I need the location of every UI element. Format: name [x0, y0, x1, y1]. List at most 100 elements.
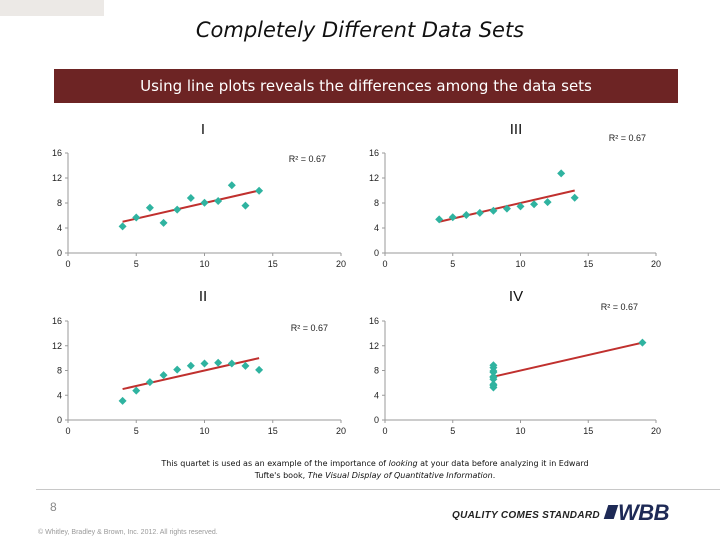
caption: This quartet is used as an example of th…: [140, 458, 610, 482]
chart-2-x-tick-label: 15: [583, 259, 593, 269]
chart-1-x-tick-label: 5: [134, 259, 139, 269]
chart-3-y-tick-label: 4: [57, 390, 62, 400]
chart-4-y-tick-label: 4: [374, 390, 379, 400]
chart-4-trendline: [493, 341, 643, 378]
chart-3-data-point: [145, 378, 154, 387]
chart-1-data-point: [118, 222, 127, 231]
chart-4-y-tick-label: 8: [374, 366, 379, 376]
chart-4-x-tick-label: 0: [382, 426, 387, 436]
chart-4-data-point: [489, 361, 498, 370]
chart-1-data-point: [173, 205, 182, 214]
chart-3-data-point: [132, 386, 141, 395]
page-number: 8: [50, 500, 57, 514]
chart-1-x-tick-label: 0: [65, 259, 70, 269]
chart-4-data-point: [489, 381, 498, 390]
chart-4-x-tick-label: 20: [651, 426, 661, 436]
chart-4-data-point: [489, 363, 498, 372]
chart-3-y-tick-label: 12: [52, 341, 62, 351]
chart-2-y-tick-label: 0: [374, 248, 379, 258]
chart-3-data-point: [214, 358, 223, 367]
chart-1-r-squared: R² = 0.67: [289, 154, 326, 164]
chart-2-x-tick-label: 5: [450, 259, 455, 269]
chart-1-data-point: [200, 198, 209, 207]
chart-3-title: II: [199, 288, 207, 305]
chart-3-y-tick-label: 16: [52, 316, 62, 326]
page-title: Completely Different Data Sets: [195, 18, 525, 42]
copyright-notice: © Whitley, Bradley & Brown, Inc. 2012. A…: [38, 529, 218, 536]
chart-2-data-point: [557, 169, 566, 178]
chart-4-data-point: [489, 380, 498, 389]
chart-3-data-point: [173, 365, 182, 374]
chart-2-y-tick-label: 16: [369, 148, 379, 158]
chart-4-y-tick-label: 16: [369, 316, 379, 326]
chart-1-data-point: [132, 213, 141, 222]
chart-4-data-point: [489, 368, 498, 377]
company-logo: WBB: [618, 500, 670, 525]
footer-divider: [36, 489, 720, 490]
chart-1-y-tick-label: 12: [52, 173, 62, 183]
chart-1-y-tick-label: 4: [57, 223, 62, 233]
chart-4-data-point: [489, 375, 498, 384]
chart-1-data-point: [227, 181, 236, 190]
chart-3-data-point: [186, 361, 195, 370]
chart-2-title: III: [510, 121, 523, 138]
chart-2-r-squared: R² = 0.67: [609, 133, 646, 143]
chart-3-data-point: [200, 359, 209, 368]
top-bar-strip: [0, 0, 104, 16]
chart-3-data-point: [118, 396, 127, 405]
chart-2-data-point: [516, 202, 525, 211]
caption-emphasis-looking: looking: [388, 459, 418, 468]
chart-4-data-point: [489, 367, 498, 376]
chart-3-x-tick-label: 15: [268, 426, 278, 436]
chart-2-x-tick-label: 10: [515, 259, 525, 269]
chart-3-x-tick-label: 5: [134, 426, 139, 436]
caption-text-1: This quartet is used as an example of th…: [161, 459, 389, 468]
chart-4-y-tick-label: 12: [369, 341, 379, 351]
chart-4-x-tick-label: 5: [450, 426, 455, 436]
chart-3-data-point: [241, 361, 250, 370]
chart-1-x-tick-label: 10: [199, 259, 209, 269]
chart-2-x-tick-label: 20: [651, 259, 661, 269]
caption-book-title: The Visual Display of Quantitative Infor…: [307, 471, 493, 480]
chart-2-data-point: [530, 200, 539, 209]
chart-2-data-point: [502, 204, 511, 213]
chart-3-y-tick-label: 0: [57, 415, 62, 425]
chart-4-y-tick-label: 0: [374, 415, 379, 425]
chart-1-data-point: [214, 196, 223, 205]
chart-1-title: I: [201, 121, 205, 138]
chart-3-x-tick-label: 10: [199, 426, 209, 436]
chart-1-data-point: [255, 186, 264, 195]
chart-1-data-point: [145, 203, 154, 212]
chart-3-y-tick-label: 8: [57, 366, 62, 376]
chart-2-data-point: [489, 206, 498, 215]
chart-2-data-point: [462, 211, 471, 219]
chart-3-x-tick-label: 20: [336, 426, 346, 436]
chart-2-data-point: [543, 198, 552, 207]
chart-3-trendline: [122, 357, 260, 391]
chart-1-y-tick-label: 0: [57, 248, 62, 258]
chart-1-data-point: [241, 201, 250, 210]
chart-4-data-point: [489, 383, 498, 392]
chart-1-x-tick-label: 15: [268, 259, 278, 269]
logo-mark-icon: [603, 505, 619, 519]
chart-4-x-tick-label: 15: [583, 426, 593, 436]
chart-2-y-tick-label: 8: [374, 198, 379, 208]
chart-1-data-point: [159, 218, 168, 227]
chart-3-x-tick-label: 0: [65, 426, 70, 436]
chart-1-x-tick-label: 20: [336, 259, 346, 269]
chart-1-trendline: [122, 189, 260, 223]
chart-1-y-tick-label: 16: [52, 148, 62, 158]
chart-3-data-point: [159, 371, 168, 380]
chart-1-y-tick-label: 8: [57, 198, 62, 208]
chart-4-data-point: [489, 372, 498, 381]
chart-2-y-tick-label: 4: [374, 223, 379, 233]
chart-4-r-squared: R² = 0.67: [601, 302, 638, 312]
chart-4-data-point: [489, 373, 498, 382]
chart-2-data-point: [448, 213, 457, 222]
caption-text-4: .: [492, 471, 496, 480]
company-tagline: QUALITY COMES STANDARD: [452, 510, 600, 521]
chart-4-title: IV: [509, 288, 523, 305]
chart-2-data-point: [570, 193, 579, 202]
chart-1-data-point: [186, 193, 195, 202]
chart-2-y-tick-label: 12: [369, 173, 379, 183]
